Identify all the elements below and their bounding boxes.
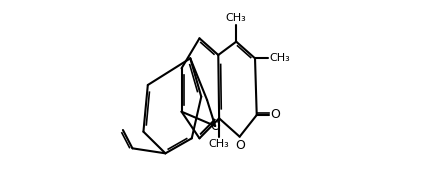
Text: O: O — [270, 108, 280, 121]
Text: O: O — [210, 120, 220, 133]
Text: CH₃: CH₃ — [209, 139, 229, 149]
Text: CH₃: CH₃ — [269, 53, 290, 63]
Text: O: O — [235, 139, 245, 152]
Text: CH₃: CH₃ — [226, 13, 247, 23]
